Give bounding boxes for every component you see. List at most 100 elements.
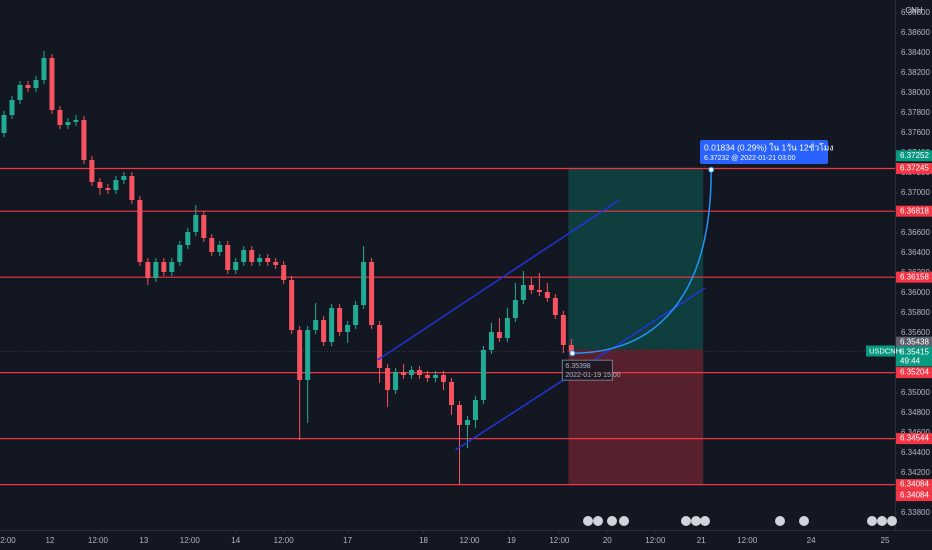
level-price-label-box <box>896 205 932 217</box>
candle-body <box>233 262 239 270</box>
x-tick-label: 13 <box>139 536 148 545</box>
last-price-label: 6.35415 <box>900 348 929 357</box>
candle-body <box>153 262 159 278</box>
candle-body <box>353 305 359 325</box>
event-icon[interactable] <box>700 516 710 526</box>
y-tick-label: 6.37600 <box>901 128 930 137</box>
candle-body <box>17 85 23 100</box>
candle-body <box>73 120 79 122</box>
x-tick-label: 19 <box>507 536 516 545</box>
candle-body <box>249 250 255 262</box>
candle-body <box>185 232 191 245</box>
stop-price-label-box <box>896 490 932 502</box>
candle-body <box>369 262 375 325</box>
candle-body <box>385 368 391 390</box>
projection-end <box>708 166 715 173</box>
projection-subtext: 6.37232 @ 2022-01-21 03:00 <box>704 155 796 162</box>
candle-body <box>305 330 311 380</box>
event-icon[interactable] <box>681 516 691 526</box>
x-tick-label: 14 <box>231 536 240 545</box>
last-price-box <box>896 346 932 367</box>
candle-body <box>289 280 295 330</box>
level-price-label-box <box>896 163 932 174</box>
event-icon[interactable] <box>887 516 897 526</box>
candle-body <box>488 332 494 350</box>
candle-body <box>1 115 7 133</box>
level-price-label-box <box>896 271 932 283</box>
candle-body <box>33 80 39 88</box>
x-tick-label: 12:00 <box>274 536 295 545</box>
candle-body <box>129 176 135 200</box>
y-tick-label: 6.38000 <box>901 88 930 97</box>
projection-text: 0.01834 (0.29%) ใน 1วัน 12ชั่วโมง <box>704 141 834 152</box>
x-tick-label: 2:00 <box>0 536 16 545</box>
projection-start-box <box>561 359 613 381</box>
candle-body <box>9 100 15 115</box>
y-tick-label: 6.37800 <box>901 108 930 117</box>
projection-start-time: 2022-01-19 15:00 <box>565 372 620 379</box>
event-icon[interactable] <box>877 516 887 526</box>
symbol-tag: USDCNH <box>869 346 901 355</box>
y-tick-label: 6.34600 <box>901 428 930 437</box>
y-tick-label: 6.34200 <box>901 468 930 477</box>
x-tick-label: 12:00 <box>737 536 758 545</box>
candle-body <box>177 245 183 262</box>
candle-body <box>472 400 478 420</box>
candle-body <box>504 318 510 338</box>
candle-body <box>105 188 111 190</box>
event-icon[interactable] <box>607 516 617 526</box>
event-icon[interactable] <box>867 516 877 526</box>
event-icon[interactable] <box>775 516 785 526</box>
event-icon[interactable] <box>799 516 809 526</box>
candle-body <box>193 215 199 232</box>
y-tick-label: 6.38200 <box>901 68 930 77</box>
event-icon[interactable] <box>583 516 593 526</box>
level-price-label: 6.37245 <box>900 164 929 173</box>
candle-body <box>441 375 447 382</box>
event-icon[interactable] <box>691 516 701 526</box>
event-icons <box>583 516 897 526</box>
y-tick-label: 6.36000 <box>901 288 930 297</box>
candle-body <box>81 120 87 160</box>
candle-body <box>321 320 327 342</box>
candle-body <box>361 262 367 305</box>
event-icon[interactable] <box>593 516 603 526</box>
candle-body <box>89 160 95 182</box>
x-tick-label: 12 <box>45 536 54 545</box>
candle-body <box>528 285 534 290</box>
target-price-label-box <box>896 150 932 162</box>
entry-price-label: 6.35438 <box>900 337 929 346</box>
candle-body <box>544 292 550 298</box>
candle-body <box>65 122 71 125</box>
candle-body <box>377 325 383 368</box>
candle-body <box>209 238 215 252</box>
candle-body <box>337 308 343 332</box>
candle-body <box>448 382 454 405</box>
countdown-label: 49:44 <box>900 357 921 366</box>
level-price-label: 6.36818 <box>900 206 929 215</box>
level-price-label-box <box>896 367 932 379</box>
y-tick-label: 6.38800 <box>901 8 930 17</box>
candle-body <box>401 372 407 375</box>
candle-body <box>57 110 63 125</box>
x-tick-label: 12:00 <box>549 536 570 545</box>
x-tick-label: 17 <box>343 536 352 545</box>
candle-body <box>145 262 151 278</box>
candle-body <box>217 245 223 252</box>
y-tick-label: 6.35800 <box>901 308 930 317</box>
candle-body <box>425 375 431 378</box>
y-tick-label: 6.33800 <box>901 508 930 517</box>
candle-body <box>552 298 558 315</box>
candle-body <box>464 420 470 425</box>
level-price-label: 6.35204 <box>900 368 929 377</box>
projection-start <box>569 350 576 357</box>
y-tick-label: 6.34800 <box>901 408 930 417</box>
candle-body <box>568 345 574 352</box>
x-tick-label: 21 <box>697 536 706 545</box>
candle-body <box>97 182 103 188</box>
event-icon[interactable] <box>619 516 629 526</box>
candle-body <box>49 58 55 110</box>
candle-body <box>409 370 415 375</box>
